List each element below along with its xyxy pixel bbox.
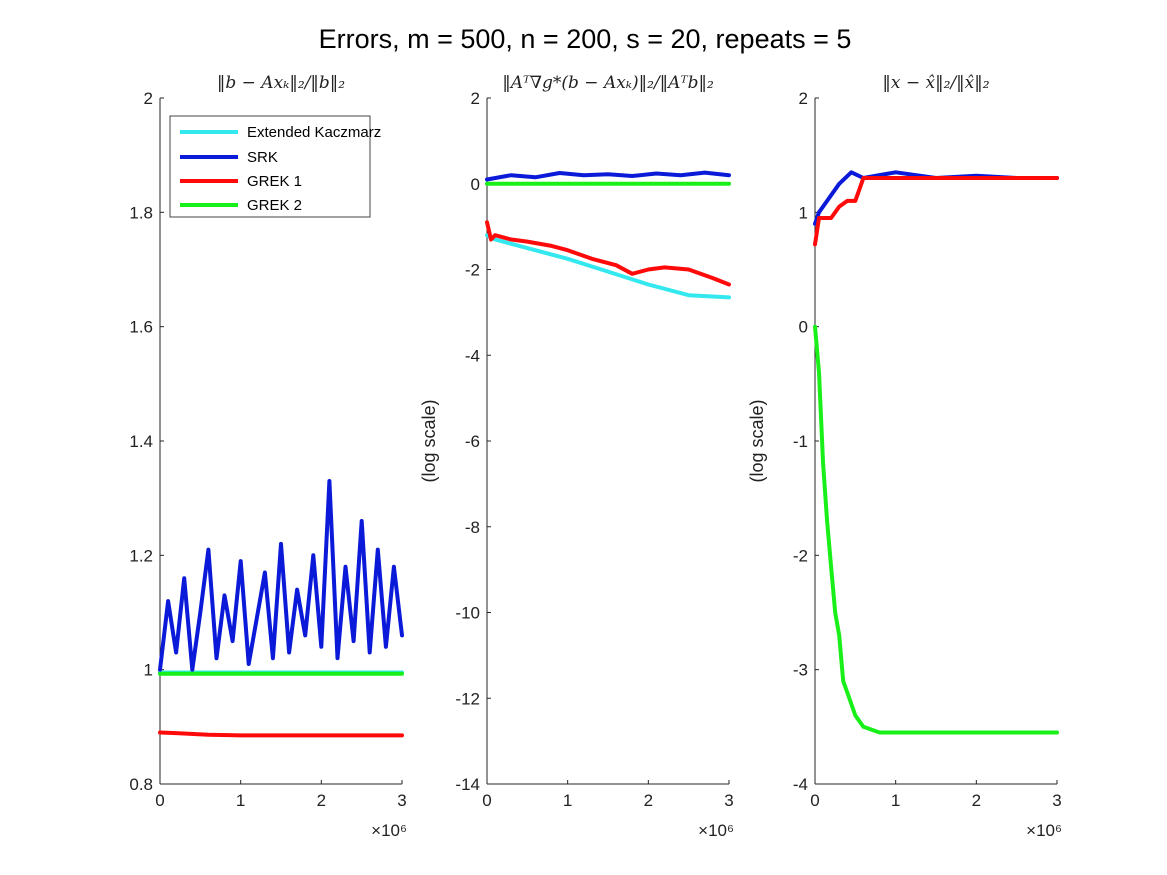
y-tick-label: 2: [471, 89, 480, 108]
legend: Extended Kaczmarz SRK GREK 1 GREK 2: [169, 115, 381, 218]
y-tick-label: -12: [455, 689, 480, 708]
y-tick-label: -14: [455, 775, 480, 794]
x-exponent-label: ×10⁶: [698, 821, 734, 840]
series-line-grek1: [813, 176, 1059, 247]
x-exponent-label: ×10⁶: [1026, 821, 1062, 840]
series-line-grek1: [485, 220, 731, 287]
y-tick-label: 0: [799, 318, 808, 337]
y-tick-label: 1: [799, 203, 808, 222]
y-tick-label: 2: [799, 89, 808, 108]
y-tick-label: 0: [471, 175, 480, 194]
panel-residual: 0.8 1 1.2 1.4 1.6 1.8 2 0 1 2 3 ×10⁶ ‖b − Axₖ‖₂/‖b‖₂: [129, 73, 407, 840]
y-axis-label: (log scale): [747, 399, 767, 482]
legend-item-grek2: GREK 2: [180, 197, 302, 214]
y-tick-label: 1.2: [129, 546, 153, 565]
y-tick-label: -1: [793, 432, 808, 451]
figure-title: Errors, m = 500, n = 200, s = 20, repeat…: [319, 24, 852, 54]
y-tick-label: -2: [793, 546, 808, 565]
panel-title: ‖Aᵀ∇g*(b − Axₖ)‖₂/‖Aᵀb‖₂: [502, 73, 714, 93]
y-tick-label: -4: [465, 346, 480, 365]
x-tick-label: 1: [891, 791, 900, 810]
y-tick-label: -3: [793, 661, 808, 680]
legend-item-srk: SRK: [180, 149, 278, 166]
series-line-srk: [813, 170, 1059, 226]
y-axis-label: (log scale): [419, 399, 439, 482]
y-tick-label: -4: [793, 775, 808, 794]
x-tick-label: 1: [563, 791, 572, 810]
series-line-grek2: [813, 324, 1059, 735]
legend-label-srk: SRK: [247, 149, 278, 166]
y-tick-label: -2: [465, 261, 480, 280]
series-line-grek1: [158, 730, 404, 738]
y-tick-label: 2: [144, 89, 153, 108]
series-line-srk: [485, 170, 731, 182]
x-tick-label: 2: [972, 791, 981, 810]
series-line-srk: [158, 479, 404, 672]
y-tick-label: 1.8: [129, 203, 153, 222]
panel-title: ‖x − x̂‖₂/‖x̂‖₂: [882, 73, 989, 93]
series-line-ek: [485, 233, 731, 300]
y-tick-label: -6: [465, 432, 480, 451]
legend-label-grek2: GREK 2: [247, 197, 302, 214]
y-tick-label: 1.6: [129, 318, 153, 337]
legend-label-grek1: GREK 1: [247, 173, 302, 190]
panel-error: -4 -3 -2 -1 0 1 2 0 1 2 3 ×10⁶ ‖x − x̂‖₂/‖x̂‖₂ (log s…: [747, 73, 1062, 840]
legend-label-ek: Extended Kaczmarz: [247, 124, 381, 141]
panel-title: ‖b − Axₖ‖₂/‖b‖₂: [217, 73, 345, 93]
x-tick-label: 0: [155, 791, 164, 810]
panel-gradient: -14 -12 -10 -8 -6 -4 -2 0 2 0 1 2 3 ×10⁶ ‖Aᵀ∇g*(b − Ax…: [419, 73, 734, 840]
x-tick-label: 2: [317, 791, 326, 810]
y-tick-label: -10: [455, 604, 480, 623]
x-tick-label: 1: [236, 791, 245, 810]
y-tick-label: 1.4: [129, 432, 153, 451]
legend-item-grek1: GREK 1: [180, 173, 302, 190]
y-tick-label: 0.8: [129, 775, 153, 794]
legend-item-ek: Extended Kaczmarz: [180, 124, 381, 141]
y-tick-label: -8: [465, 518, 480, 537]
x-tick-label: 0: [482, 791, 491, 810]
x-tick-label: 3: [724, 791, 733, 810]
y-tick-label: 1: [144, 661, 153, 680]
x-tick-label: 0: [810, 791, 819, 810]
x-exponent-label: ×10⁶: [371, 821, 407, 840]
x-tick-label: 2: [644, 791, 653, 810]
x-tick-label: 3: [397, 791, 406, 810]
x-tick-label: 3: [1052, 791, 1061, 810]
